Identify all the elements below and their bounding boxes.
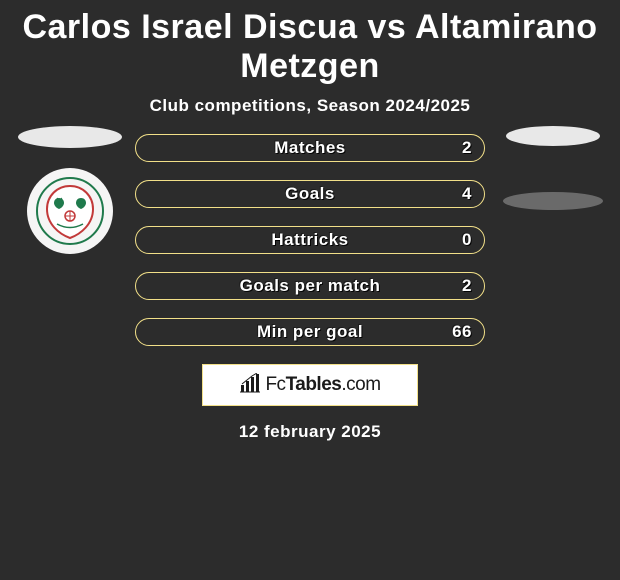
player2-name-ellipse (506, 126, 600, 146)
source-logo-box: FcTables.com (202, 364, 418, 406)
stat-value: 4 (462, 184, 472, 204)
stat-row-hattricks: Hattricks 0 (135, 226, 485, 254)
bar-chart-icon (239, 373, 261, 398)
stat-row-goals: Goals 4 (135, 180, 485, 208)
stat-label: Goals per match (240, 276, 381, 296)
source-logo-text: FcTables.com (265, 374, 380, 396)
club-crest-icon (35, 176, 105, 246)
footer-date: 12 february 2025 (0, 406, 620, 442)
page-title: Carlos Israel Discua vs Altamirano Metzg… (0, 0, 620, 92)
stat-label: Matches (274, 138, 346, 158)
stat-value: 0 (462, 230, 472, 250)
player1-club-badge (27, 168, 113, 254)
stat-label: Min per goal (257, 322, 363, 342)
logo-fc: Fc (265, 374, 285, 395)
stat-row-goals-per-match: Goals per match 2 (135, 272, 485, 300)
stat-value: 66 (452, 322, 472, 342)
player1-name-ellipse (18, 126, 122, 148)
stat-row-matches: Matches 2 (135, 134, 485, 162)
logo-tables: Tables (286, 374, 342, 395)
stat-value: 2 (462, 276, 472, 296)
stat-value: 2 (462, 138, 472, 158)
stat-label: Hattricks (271, 230, 348, 250)
left-player-column (10, 126, 130, 254)
player2-club-ellipse (503, 192, 603, 210)
stat-label: Goals (285, 184, 335, 204)
stat-row-min-per-goal: Min per goal 66 (135, 318, 485, 346)
stats-container: Matches 2 Goals 4 Hattricks 0 Goals per … (135, 134, 485, 346)
logo-com: .com (341, 374, 380, 395)
right-player-column (498, 126, 608, 230)
